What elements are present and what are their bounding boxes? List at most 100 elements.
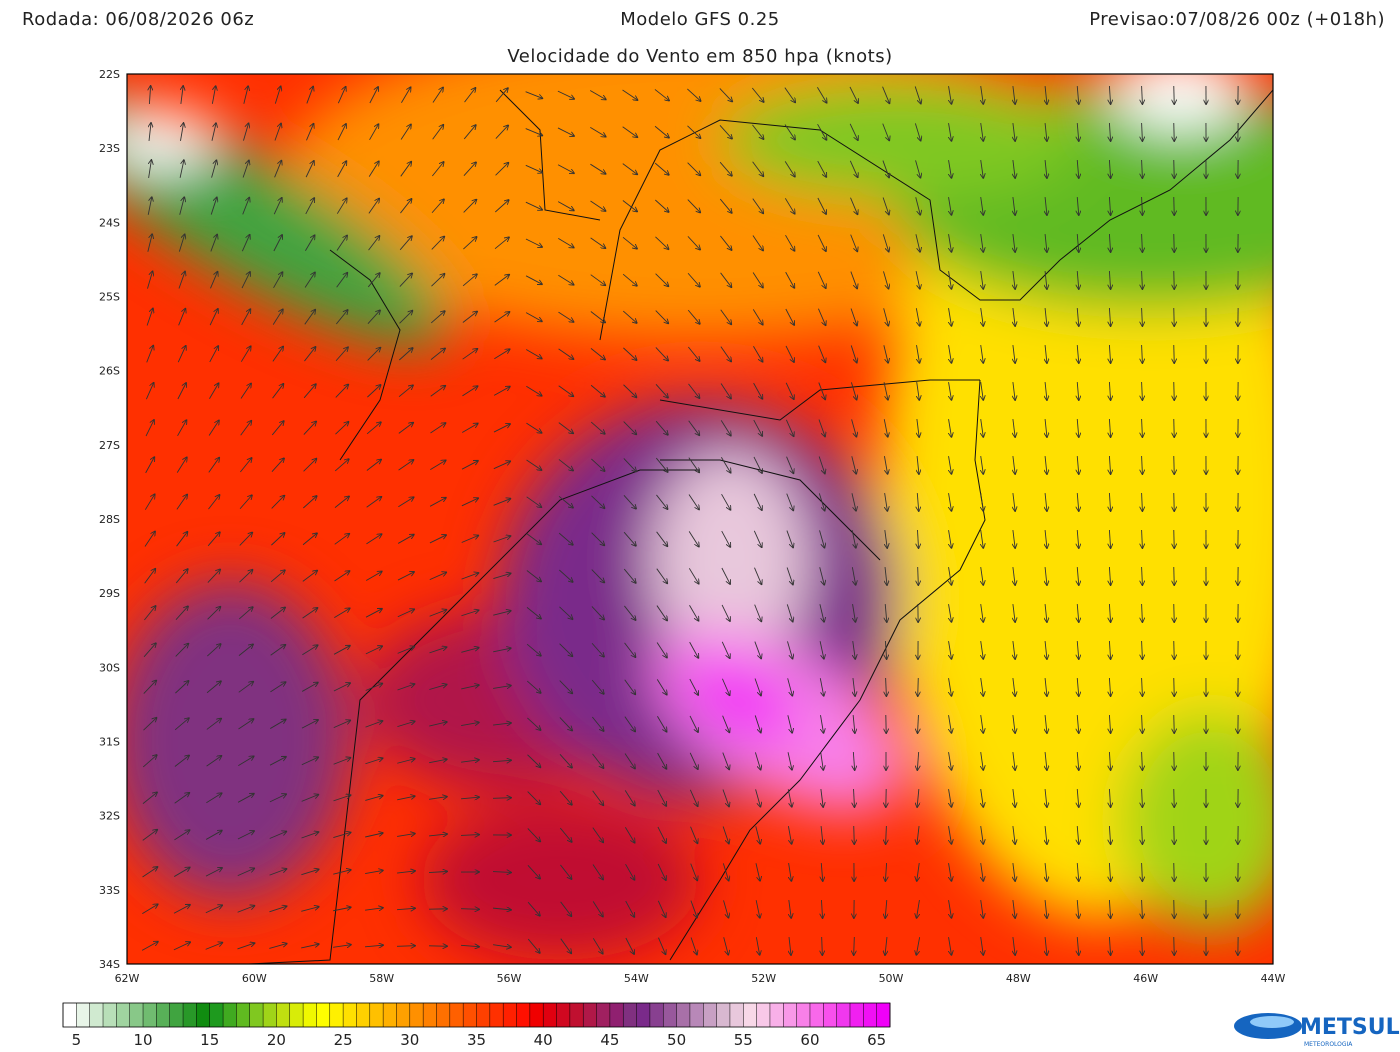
wind-arrow [205, 831, 222, 840]
wind-arrow [429, 572, 446, 581]
wind-arrow [461, 722, 479, 727]
wind-arrow [784, 124, 795, 140]
wind-arrow [461, 648, 478, 653]
wind-arrow [590, 163, 605, 174]
wind-arrow [147, 271, 152, 289]
wind-arrow [493, 686, 511, 689]
wind-arrow [175, 569, 187, 584]
wind-arrow [144, 494, 154, 510]
wind-arrow [366, 534, 381, 545]
wind-arrow [917, 826, 919, 844]
wind-arrow [721, 641, 730, 658]
wind-arrow [882, 86, 890, 104]
colorbar-label: 60 [800, 1031, 819, 1049]
lat-label: 27S [99, 439, 120, 452]
wind-arrow [786, 530, 793, 548]
wind-arrow [272, 347, 283, 362]
wind-arrow [271, 458, 284, 472]
wind-arrow [239, 495, 252, 510]
lon-label: 46W [1133, 972, 1158, 985]
wind-arrow [399, 273, 412, 287]
wind-arrow [722, 752, 729, 770]
wind-arrow [141, 942, 158, 951]
wind-arrow [1109, 825, 1110, 844]
wind-arrow [1045, 271, 1047, 289]
wind-arrow [1013, 789, 1015, 807]
wind-arrow [494, 349, 509, 360]
forecast-label: Previsao:07/08/26 00z (+018h) [1089, 9, 1385, 30]
wind-arrow [365, 796, 382, 801]
colorbar-swatch [209, 1003, 224, 1027]
wind-arrow [592, 790, 604, 805]
wind-arrow [461, 760, 479, 762]
wind-arrow [238, 644, 253, 656]
wind-arrow [1077, 751, 1079, 770]
wind-arrow [752, 272, 763, 287]
wind-arrow [143, 680, 156, 694]
wind-arrow [527, 901, 540, 916]
colorbar-swatch [249, 1003, 264, 1027]
wind-arrow [592, 938, 602, 953]
wind-arrow [1077, 862, 1079, 881]
colorbar-swatch [183, 1003, 197, 1027]
colorbar-swatch [769, 1003, 784, 1027]
logo-highlight [1250, 1016, 1294, 1028]
wind-arrow [430, 423, 446, 434]
wind-arrow [916, 937, 921, 955]
wind-arrow [1013, 604, 1015, 622]
wind-arrow [273, 235, 282, 252]
wind-arrow [1013, 863, 1015, 881]
wind-arrow [301, 907, 318, 912]
wind-arrow [461, 610, 478, 617]
wind-arrow [949, 123, 952, 141]
wind-arrow [1013, 530, 1015, 548]
wind-arrow [592, 827, 603, 843]
wind-arrow [273, 272, 283, 289]
wind-arrow [429, 610, 447, 617]
wind-arrow [205, 868, 222, 877]
wind-arrow [789, 900, 791, 918]
wind-arrow [949, 160, 952, 178]
wind-arrow [429, 498, 446, 507]
wind-arrow [269, 906, 286, 913]
wind-arrow [1077, 270, 1079, 289]
wind-arrow [398, 423, 413, 434]
wind-arrow [949, 604, 952, 622]
wind-arrow [270, 719, 286, 729]
wind-arrow [397, 572, 414, 581]
wind-arrow [722, 678, 729, 696]
wind-arrow [1013, 641, 1015, 659]
wind-arrow [917, 492, 918, 511]
wind-arrow [334, 608, 349, 619]
wind-arrow [269, 944, 286, 949]
wind-arrow [179, 197, 185, 215]
wind-arrow [461, 573, 479, 580]
wind-arrow [787, 715, 792, 732]
wind-arrow [494, 237, 509, 250]
colorbar-swatch [649, 1003, 664, 1027]
wind-arrow [720, 420, 731, 435]
wind-arrow [1142, 85, 1143, 104]
wind-arrow [687, 162, 701, 176]
wind-arrow [624, 790, 635, 805]
wind-arrow [397, 834, 415, 837]
wind-arrow [719, 88, 732, 101]
wind-arrow [559, 790, 572, 805]
colorbar-swatch [783, 1003, 797, 1027]
wind-arrow [365, 870, 383, 875]
wind-arrow [851, 456, 856, 473]
wind-arrow [949, 530, 952, 548]
wind-arrow [399, 236, 412, 251]
wind-arrow [368, 161, 379, 177]
wind-arrow [1013, 937, 1015, 955]
wind-arrow [430, 348, 445, 360]
wind-arrow [722, 826, 729, 843]
wind-arrow [428, 871, 447, 872]
wind-arrow [142, 904, 157, 915]
wind-arrow [559, 717, 572, 730]
wind-arrow [592, 864, 603, 880]
wind-arrow [981, 678, 984, 696]
wind-arrow [1142, 233, 1143, 252]
wind-arrow [1142, 714, 1143, 733]
wind-arrow [527, 791, 541, 805]
